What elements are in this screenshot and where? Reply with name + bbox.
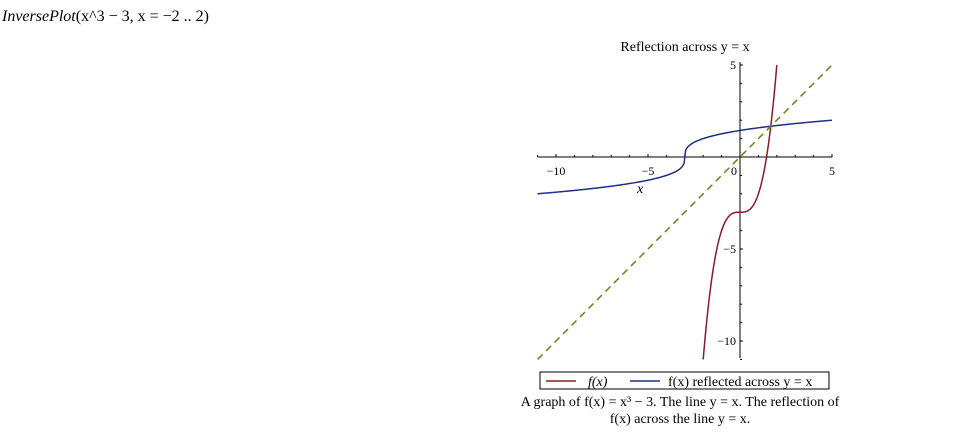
series-line-1 [537, 119, 833, 195]
legend-label-f: f(x) [588, 375, 608, 390]
series-layer [537, 64, 833, 360]
y-tick-label: −10 [717, 334, 736, 348]
command-arguments: (x^3 − 3, x = −2 .. 2) [75, 8, 209, 25]
legend-label-reflected: f(x) reflected across y = x [668, 375, 812, 390]
series-line-2 [537, 64, 833, 360]
chart-title: Reflection across y = x [620, 40, 749, 55]
x-tick-label: 0 [731, 164, 737, 178]
x-axis-label: x [636, 182, 644, 197]
axes: −10 −5 0 5 −10 −5 5 x [537, 58, 835, 360]
legend: f(x) f(x) reflected across y = x [539, 371, 830, 390]
legend-box [539, 371, 830, 390]
x-tick-label: 5 [829, 164, 835, 178]
plot-caption: A graph of f(x) = x³ − 3. The line y = x… [495, 394, 865, 428]
y-tick-label: 5 [730, 58, 736, 72]
series-line-0 [702, 64, 778, 360]
y-tick-label: −5 [723, 242, 736, 256]
x-tick-label: −5 [642, 164, 655, 178]
caption-line-2: f(x) across the line y = x. [609, 412, 751, 427]
command-function-name: InversePlot [2, 8, 76, 25]
command-line[interactable]: InversePlot(x^3 − 3, x = −2 .. 2) [2, 8, 209, 26]
x-tick-label: −10 [547, 164, 566, 178]
axis-tick-labels: −10 −5 0 5 −10 −5 5 [547, 58, 835, 348]
caption-line-1: A graph of f(x) = x³ − 3. The line y = x… [520, 395, 840, 410]
